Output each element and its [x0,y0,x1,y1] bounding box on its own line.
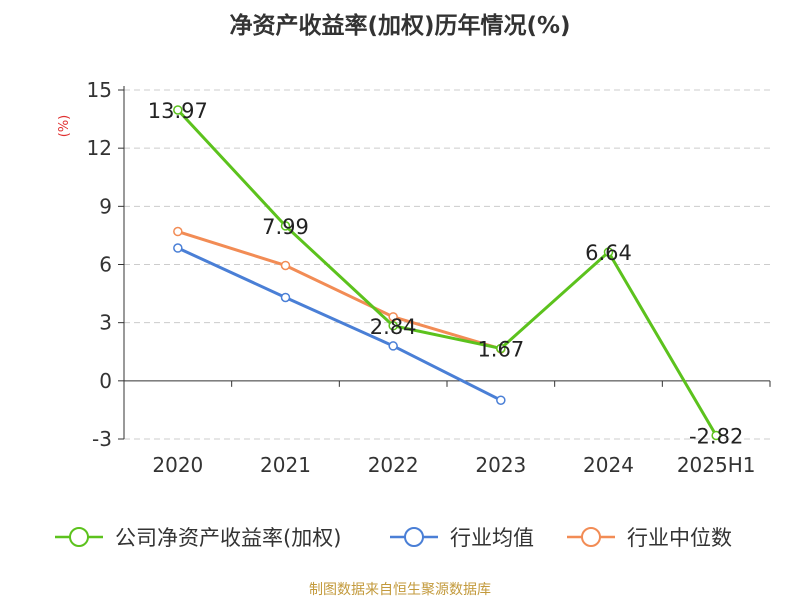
legend-marker [404,527,424,547]
x-tick-label: 2023 [475,453,526,477]
data-point [388,341,398,351]
legend-marker [69,527,89,547]
data-label: 6.64 [585,241,632,265]
legend-label: 行业均值 [450,526,534,550]
data-point [603,247,614,257]
series [173,105,721,441]
y-axis-label: (%) [57,115,72,138]
y-tick-label: 9 [99,194,112,218]
y-tick-label: 0 [99,369,112,393]
legend-item: 行业中位数 [567,526,732,550]
data-point [280,221,291,231]
legend-item: 行业均值 [390,526,534,550]
data-label: 13.97 [148,99,208,123]
data-label: -2.82 [689,425,743,449]
series-line [176,108,718,437]
y-tick-label: 12 [87,136,112,160]
y-tick-label: 6 [99,253,112,277]
data-label: 1.67 [477,337,524,361]
legend: 公司净资产收益率(加权) 行业均值 行业中位数 [55,526,732,550]
data-labels: 13.97 7.99 2.84 1.67 6.64 -2.82 [148,99,744,449]
y-tick-label: 3 [99,311,112,335]
x-tick-label: 2025H1 [677,453,756,477]
data-point [173,243,183,253]
x-tick-label: 2022 [368,453,419,477]
data-point [173,105,183,115]
data-label: 2.84 [370,315,417,339]
legend-label: 公司净资产收益率(加权) [115,526,341,550]
x-tick-label: 2021 [260,453,311,477]
data-label: 7.99 [262,215,309,239]
y-tick-label: -3 [92,427,112,451]
legend-item: 公司净资产收益率(加权) [55,526,341,550]
series-line [177,246,502,402]
x-tick-label: 2024 [583,453,634,477]
data-point [388,321,398,331]
legend-marker [581,527,601,547]
data-point [280,260,291,271]
data-point [711,430,721,441]
data-point [173,226,183,237]
legend-label: 行业中位数 [627,526,732,550]
data-point [496,395,506,405]
axes: 15 12 9 6 3 0 -3 2020 2021 2022 2023 2024 2025H1 [87,78,771,477]
data-point [496,343,506,354]
chart-title: 净资产收益率(加权)历年情况(%) [229,12,570,39]
data-point [388,312,398,322]
y-tick-label: 15 [87,78,112,102]
series-line [177,230,502,351]
x-tick-label: 2020 [152,453,203,477]
data-point [280,292,291,303]
grid-lines [124,89,770,440]
source-note: 制图数据来自恒生聚源数据库 [309,582,491,598]
